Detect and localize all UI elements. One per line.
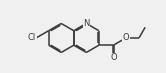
Text: Cl: Cl xyxy=(28,33,36,42)
Text: N: N xyxy=(83,19,89,28)
Text: O: O xyxy=(123,33,129,42)
Text: O: O xyxy=(110,53,117,62)
